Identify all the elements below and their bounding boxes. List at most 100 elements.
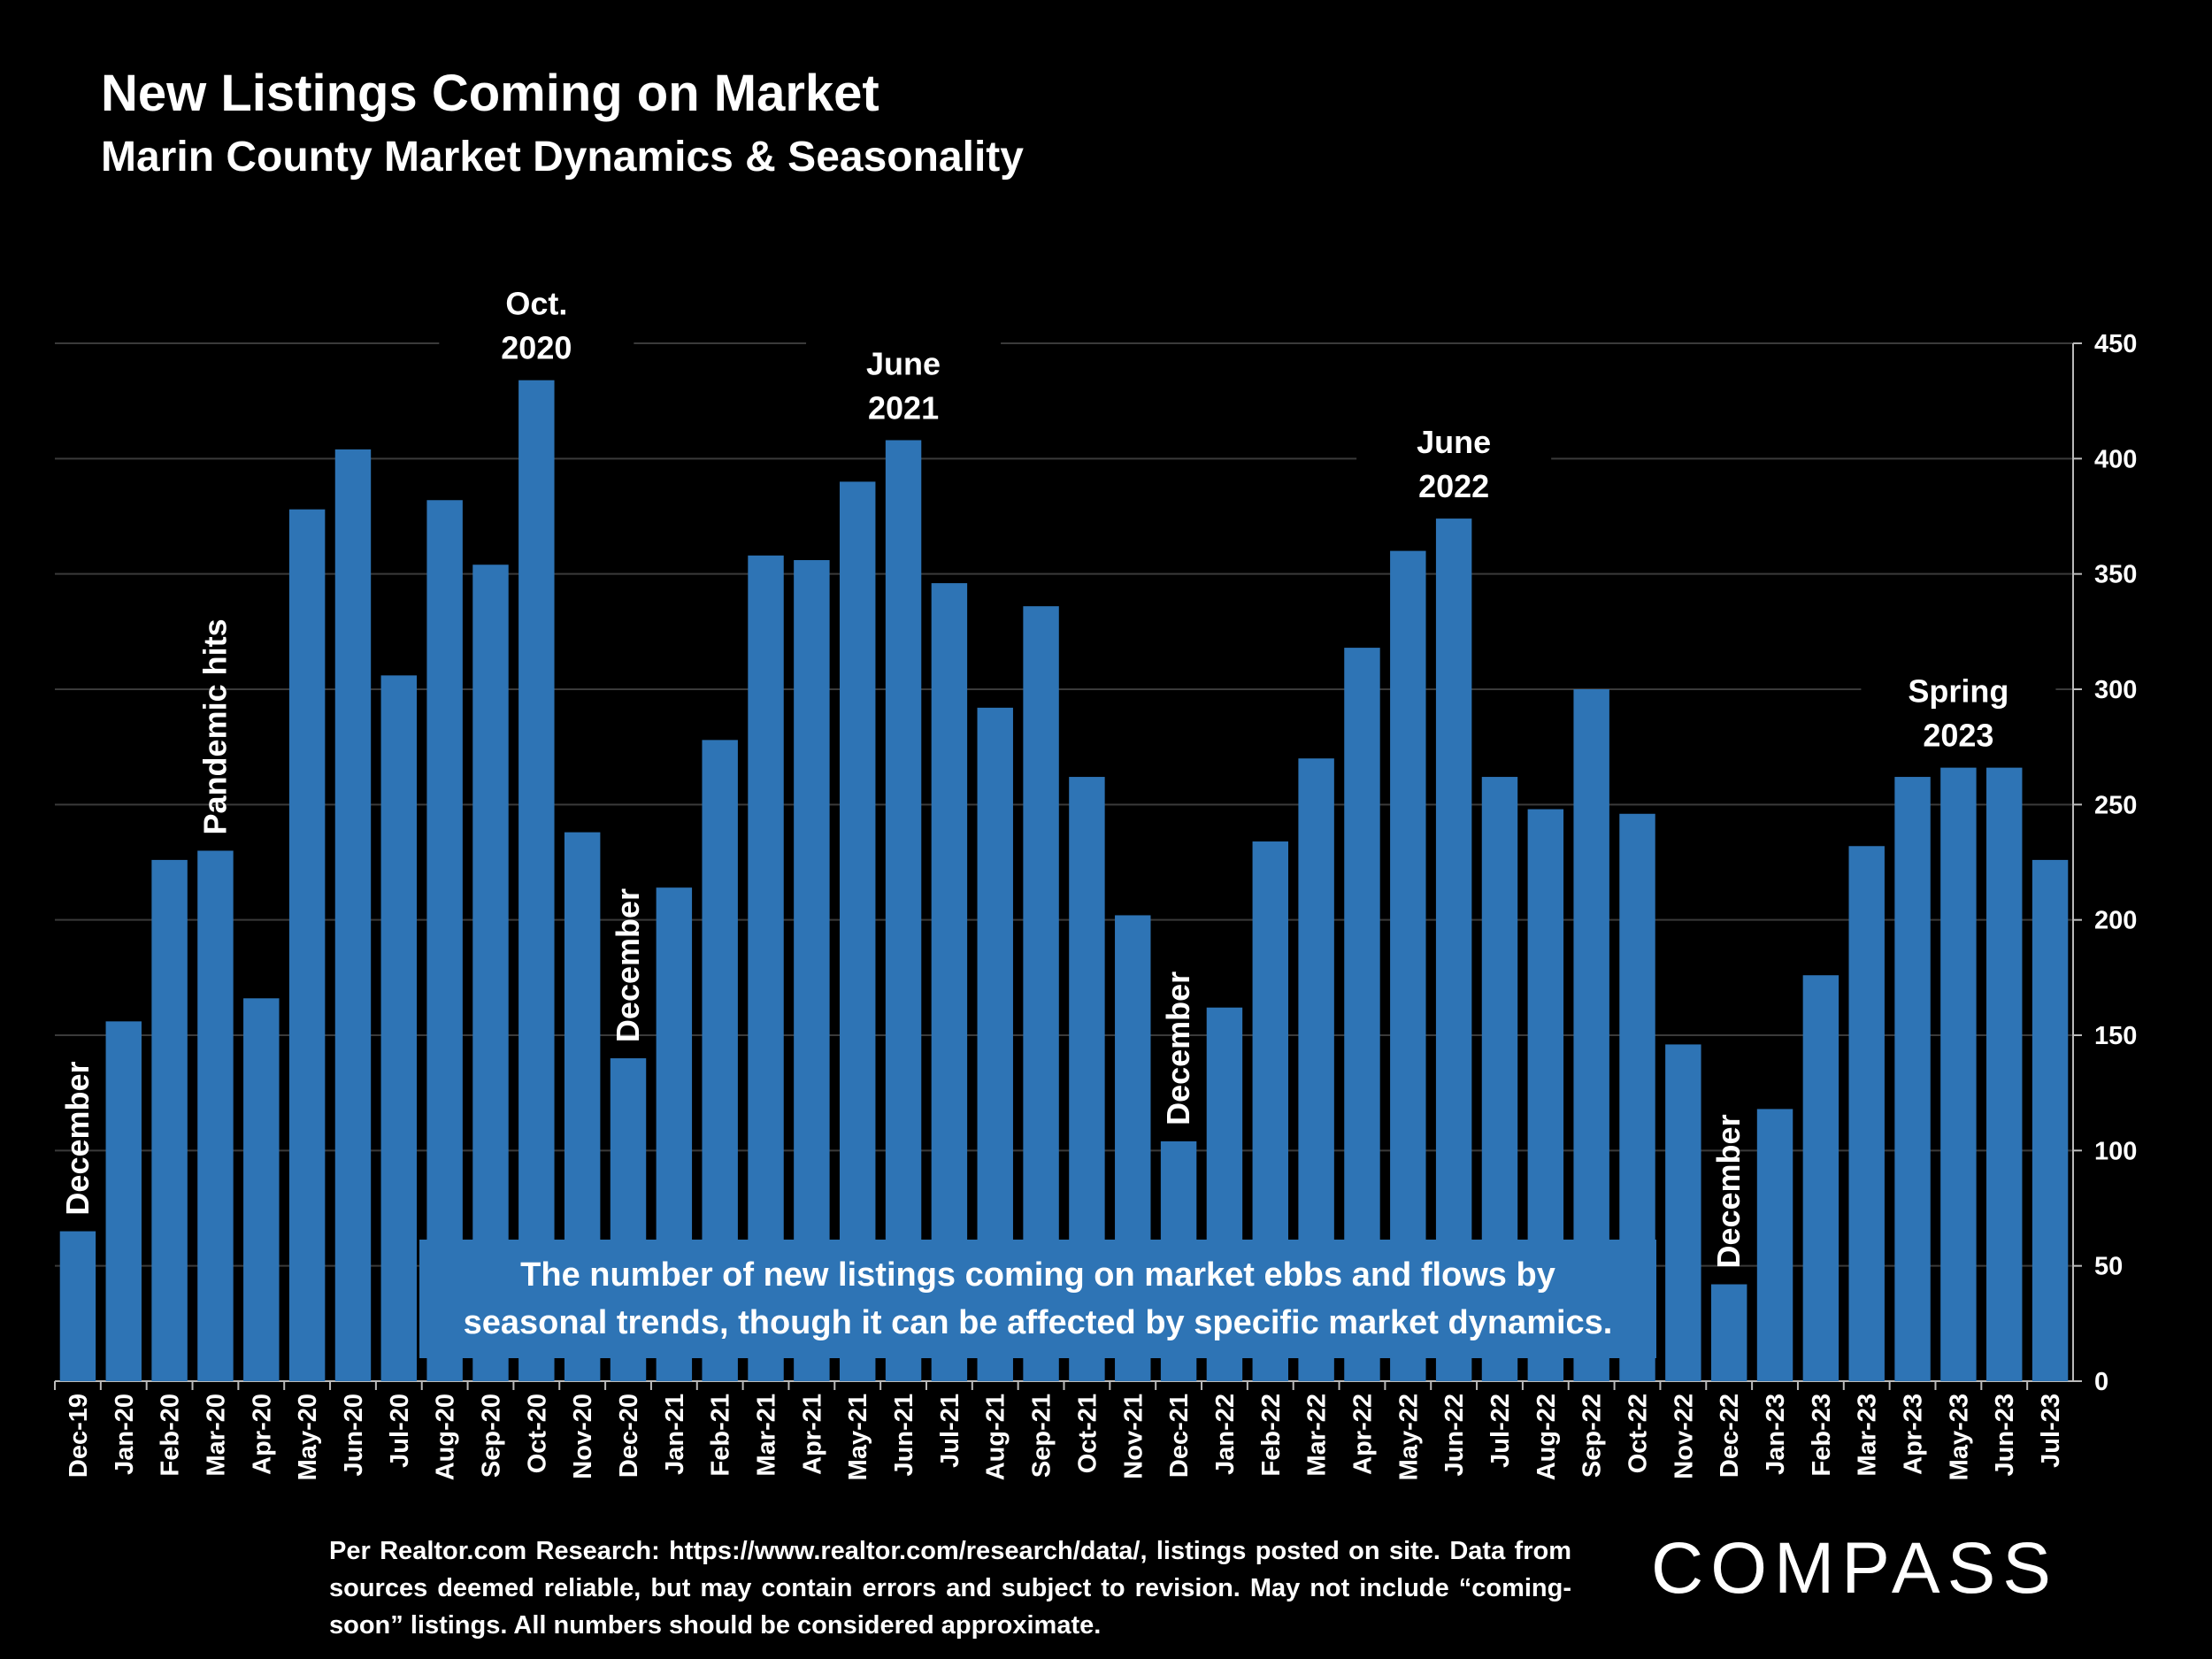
x-tick-label: Dec-20 <box>615 1394 643 1478</box>
bar <box>1435 518 1472 1381</box>
x-tick-label: Sep-20 <box>477 1394 505 1478</box>
x-tick-label: Apr-23 <box>1900 1394 1928 1475</box>
bar <box>105 1021 142 1381</box>
annotation-label: December <box>1160 972 1196 1125</box>
x-tick-label: Nov-22 <box>1670 1394 1698 1479</box>
bar <box>151 859 188 1381</box>
x-tick-label: Feb-20 <box>157 1394 185 1476</box>
x-tick-label: Jun-21 <box>890 1394 918 1476</box>
source-note: Per Realtor.com Research: https://www.re… <box>329 1537 1571 1640</box>
x-tick-label: Apr-21 <box>798 1394 826 1475</box>
x-tick-label: May-22 <box>1394 1394 1423 1480</box>
x-tick-label: Mar-21 <box>753 1394 781 1477</box>
bar <box>839 481 876 1381</box>
annotation-label: December <box>59 1061 96 1215</box>
x-tick-label: Dec-19 <box>65 1394 93 1478</box>
annotation-label: 2022 <box>1418 468 1489 504</box>
x-tick-label: Oct-22 <box>1624 1394 1653 1473</box>
x-tick-label: May-20 <box>294 1394 322 1480</box>
y-tick-label: 50 <box>2094 1253 2123 1281</box>
x-tick-label: Feb-22 <box>1257 1394 1286 1476</box>
x-tick-label: Dec-21 <box>1165 1394 1194 1478</box>
bar <box>1756 1109 1793 1381</box>
bar <box>426 500 463 1381</box>
annotation-label: June <box>866 345 941 381</box>
x-tick-label: Jun-22 <box>1440 1394 1469 1476</box>
annotation-label: Pandemic hits <box>196 618 233 834</box>
x-tick-label: May-21 <box>844 1394 872 1480</box>
x-tick-label: Aug-22 <box>1532 1394 1561 1480</box>
bar <box>334 449 372 1381</box>
annotation-label: Spring <box>1908 673 2008 710</box>
x-tick-label: Jul-23 <box>2037 1394 2065 1468</box>
x-tick-label: Jul-21 <box>936 1394 964 1468</box>
bar <box>243 998 280 1381</box>
x-tick-label: Aug-21 <box>982 1394 1010 1480</box>
bar <box>1940 767 1977 1381</box>
x-tick-label: Jan-20 <box>111 1394 139 1475</box>
chart-title: New Listings Coming on Market <box>101 65 879 122</box>
x-tick-label: Mar-22 <box>1303 1394 1332 1477</box>
annotation-background <box>1861 661 2056 763</box>
y-tick-label: 200 <box>2094 907 2137 935</box>
x-tick-label: Jan-21 <box>661 1394 689 1475</box>
x-tick-label: Jan-22 <box>1211 1394 1240 1475</box>
callout-box: The number of new listings coming on mar… <box>419 1240 1656 1358</box>
bar <box>1848 846 1885 1381</box>
x-tick-label: Jun-20 <box>340 1394 368 1476</box>
annotation-label: December <box>610 888 646 1042</box>
bar <box>1710 1284 1747 1381</box>
x-tick-label: Sep-22 <box>1578 1394 1607 1478</box>
annotation-label: June <box>1417 424 1491 460</box>
bar <box>59 1231 96 1381</box>
x-tick-label: Apr-22 <box>1348 1394 1377 1475</box>
x-tick-label: Sep-21 <box>1028 1394 1056 1478</box>
bar <box>288 509 326 1381</box>
x-tick-label: Mar-23 <box>1854 1394 1882 1477</box>
x-tick-label: Oct-20 <box>523 1394 551 1473</box>
y-tick-label: 450 <box>2094 330 2137 358</box>
x-tick-label: Nov-20 <box>569 1394 597 1479</box>
x-tick-label: Jan-23 <box>1762 1394 1790 1475</box>
annotation-background <box>1356 412 1552 514</box>
bar <box>518 380 555 1381</box>
bar <box>380 675 418 1381</box>
annotation-label: 2021 <box>868 389 939 426</box>
chart-subtitle: Marin County Market Dynamics & Seasonali… <box>101 134 1024 180</box>
annotation-label: December <box>1710 1114 1747 1268</box>
x-tick-label: Aug-20 <box>432 1394 460 1480</box>
bar <box>1802 975 1839 1381</box>
y-tick-label: 350 <box>2094 561 2137 589</box>
y-tick-label: 300 <box>2094 676 2137 704</box>
y-tick-label: 400 <box>2094 445 2137 473</box>
x-tick-label: Feb-21 <box>707 1394 735 1476</box>
x-tick-label: Feb-23 <box>1808 1394 1836 1476</box>
annotation-background <box>806 334 1002 435</box>
annotation-label: 2020 <box>501 330 572 366</box>
x-tick-label: Jun-23 <box>1991 1394 2019 1476</box>
y-tick-label: 150 <box>2094 1022 2137 1050</box>
annotation-label: 2023 <box>1923 718 1993 754</box>
x-tick-label: Nov-21 <box>1119 1394 1148 1479</box>
x-tick-label: Mar-20 <box>202 1394 230 1477</box>
annotation-label: Oct. <box>505 286 567 322</box>
x-tick-label: Jul-22 <box>1486 1394 1515 1468</box>
bar <box>885 440 922 1382</box>
y-tick-label: 250 <box>2094 791 2137 819</box>
bar <box>1665 1044 1701 1381</box>
y-tick-label: 100 <box>2094 1137 2137 1165</box>
bar <box>1986 767 2023 1381</box>
x-tick-label: May-23 <box>1945 1394 1973 1480</box>
annotation-background <box>439 273 634 375</box>
x-tick-label: Oct-21 <box>1073 1394 1102 1473</box>
x-tick-label: Jul-20 <box>386 1394 414 1468</box>
bar <box>1894 777 1931 1381</box>
bar <box>197 850 234 1381</box>
x-tick-label: Dec-22 <box>1716 1394 1744 1478</box>
y-tick-label: 0 <box>2094 1368 2108 1396</box>
compass-logo: COMPASS <box>1651 1528 2058 1609</box>
bar <box>2032 859 2069 1381</box>
x-tick-label: Apr-20 <box>248 1394 276 1475</box>
